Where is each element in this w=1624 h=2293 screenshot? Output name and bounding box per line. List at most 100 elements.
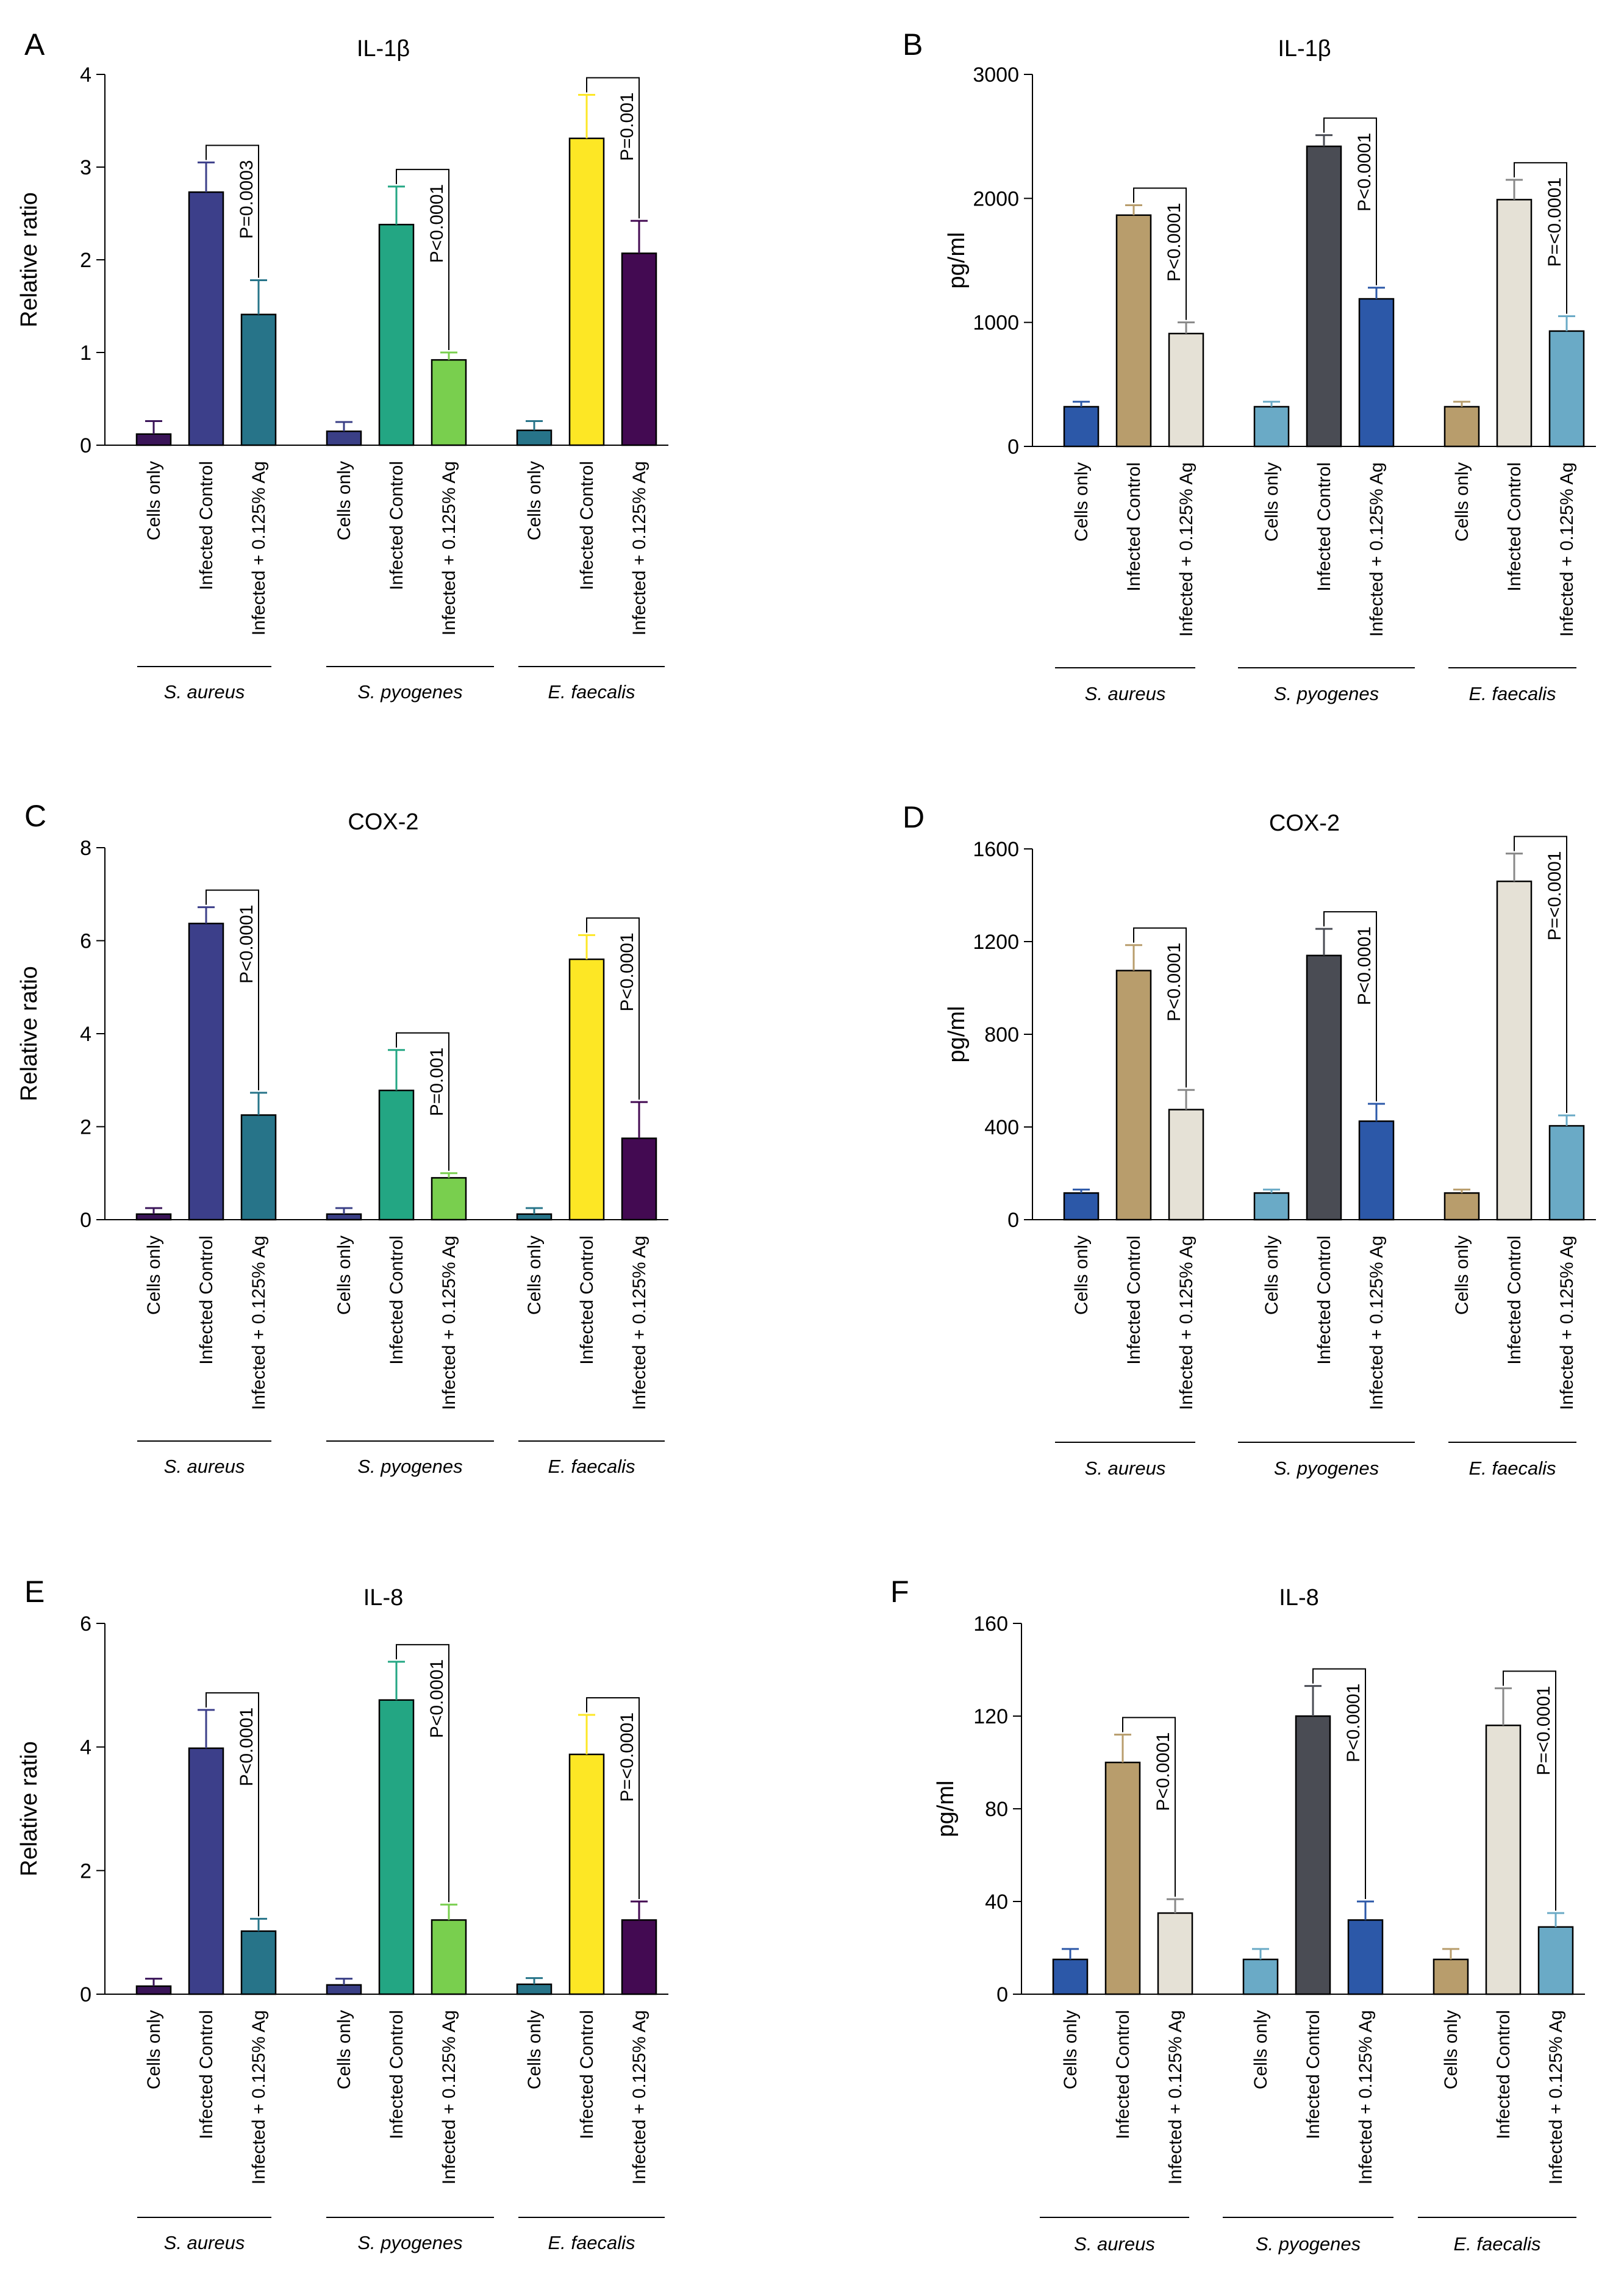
bar [326,1984,362,1995]
panel-e: E IL-8 0 2 4 6 Relative ratio Cells only Infecte… [16,1575,668,2253]
y-tick-label: 6 [80,930,91,953]
category-label: Infected Control [387,2010,407,2139]
category-label: Cells only [1452,462,1472,542]
category-label: Infected Control [196,1236,216,1365]
bar [1115,214,1152,448]
y-tick-label: 0 [80,434,91,457]
bar [326,1213,362,1221]
category-label: Cells only [144,1236,164,1315]
y-tick-label: 40 [985,1891,1008,1914]
panel-b: B IL-1β 0 1000 2000 3000 pg/ml Cells only Infect… [903,27,1596,704]
group-label: S. pyogenes [357,2232,462,2253]
bar [1052,1958,1089,1995]
p-value-label: P=0.001 [617,92,637,161]
category-label: Cells only [1452,1236,1472,1315]
bar [378,223,415,446]
y-tick-label: 2 [80,1859,91,1883]
bar [1443,406,1480,448]
p-value-label: P<0.0001 [617,932,637,1011]
panel-letter: B [903,27,923,62]
bar [1157,1912,1193,1995]
category-label: Infected + 0.125% Ag [1165,2010,1186,2184]
category-label: Cells only [524,1236,545,1315]
y-tick-label: 4 [80,1023,91,1046]
category-label: Cells only [524,461,545,540]
y-tick-label: 0 [1007,1209,1019,1232]
bar [1496,880,1533,1221]
category-label: Infected Control [1124,462,1144,592]
category-label: Cells only [524,2010,545,2089]
group-label: E. faecalis [548,681,635,703]
panel-letter: A [24,27,45,62]
category-label: Cells only [334,461,354,540]
category-label: Cells only [1262,462,1282,542]
category-label: Infected Control [577,461,597,590]
y-tick-label: 4 [80,1736,91,1759]
category-label: Infected + 0.125% Ag [439,2010,459,2184]
y-tick-label: 0 [80,1209,91,1232]
y-tick-label: 120 [973,1705,1008,1728]
y-tick-label: 4 [80,63,91,87]
p-value-label: P=0.0003 [237,160,257,238]
bar [188,923,224,1221]
bar [431,1177,467,1221]
p-value-label: P=<0.0001 [617,1712,637,1802]
bar [621,1137,657,1221]
panel-title: COX-2 [1269,810,1340,836]
p-value-label: P<0.0001 [1354,133,1375,212]
y-tick-label: 2000 [973,187,1019,210]
y-tick-label: 0 [1007,435,1019,459]
y-tick-label: 3 [80,156,91,179]
y-tick-label: 3000 [973,63,1019,87]
category-label: Infected Control [1504,1236,1525,1365]
bar [1115,970,1152,1221]
bar [135,1213,172,1221]
significance-bracket [1133,927,1187,1088]
y-tick-label: 1600 [973,838,1019,861]
bar [621,252,657,446]
p-value-label: P=0.001 [427,1048,447,1117]
category-label: Infected Control [196,461,216,590]
y-tick-label: 6 [80,1612,91,1636]
bar [135,1985,172,1995]
category-label: Infected + 0.125% Ag [1356,2010,1376,2184]
category-label: Infected Control [1303,2010,1323,2139]
group-label: S. pyogenes [1256,2233,1361,2255]
y-tick-label: 160 [973,1612,1008,1636]
bar [1496,199,1533,448]
bar [1253,406,1290,448]
category-label: Infected + 0.125% Ag [1557,1236,1577,1410]
panel-d: D COX-2 0 400 800 1200 1600 pg/ml Cells only Infe… [903,800,1596,1479]
bar [516,1213,553,1221]
category-label: Cells only [1071,462,1092,542]
category-label: Infected + 0.125% Ag [1176,462,1197,637]
bar [1443,1192,1480,1221]
bar [621,1919,657,1995]
y-tick-label: 80 [985,1798,1008,1821]
category-label: Infected + 0.125% Ag [1367,462,1387,637]
bar [1548,330,1585,448]
significance-bracket [206,1692,259,1917]
significance-bracket [396,168,449,350]
panel-letter: F [890,1575,909,1609]
bar [240,1114,277,1221]
y-tick-label: 0 [80,1983,91,2006]
y-axis-label: Relative ratio [16,1741,42,1876]
group-label: S. aureus [1074,2233,1155,2255]
category-label: Cells only [1262,1236,1282,1315]
y-tick-label: 800 [984,1023,1019,1046]
category-label: Infected + 0.125% Ag [249,461,269,635]
category-label: Infected + 0.125% Ag [1176,1236,1197,1410]
category-label: Infected + 0.125% Ag [1546,2010,1566,2184]
panel-title: IL-1β [357,36,410,62]
bar [1253,1192,1290,1221]
bar [240,313,277,446]
significance-bracket [1312,1668,1366,1899]
p-value-label: P<0.0001 [237,905,257,984]
significance-bracket [586,77,640,219]
group-label: E. faecalis [548,1456,635,1477]
category-label: Infected Control [1113,2010,1133,2139]
group-label: S. pyogenes [1274,1458,1379,1479]
bar [431,1919,467,1995]
